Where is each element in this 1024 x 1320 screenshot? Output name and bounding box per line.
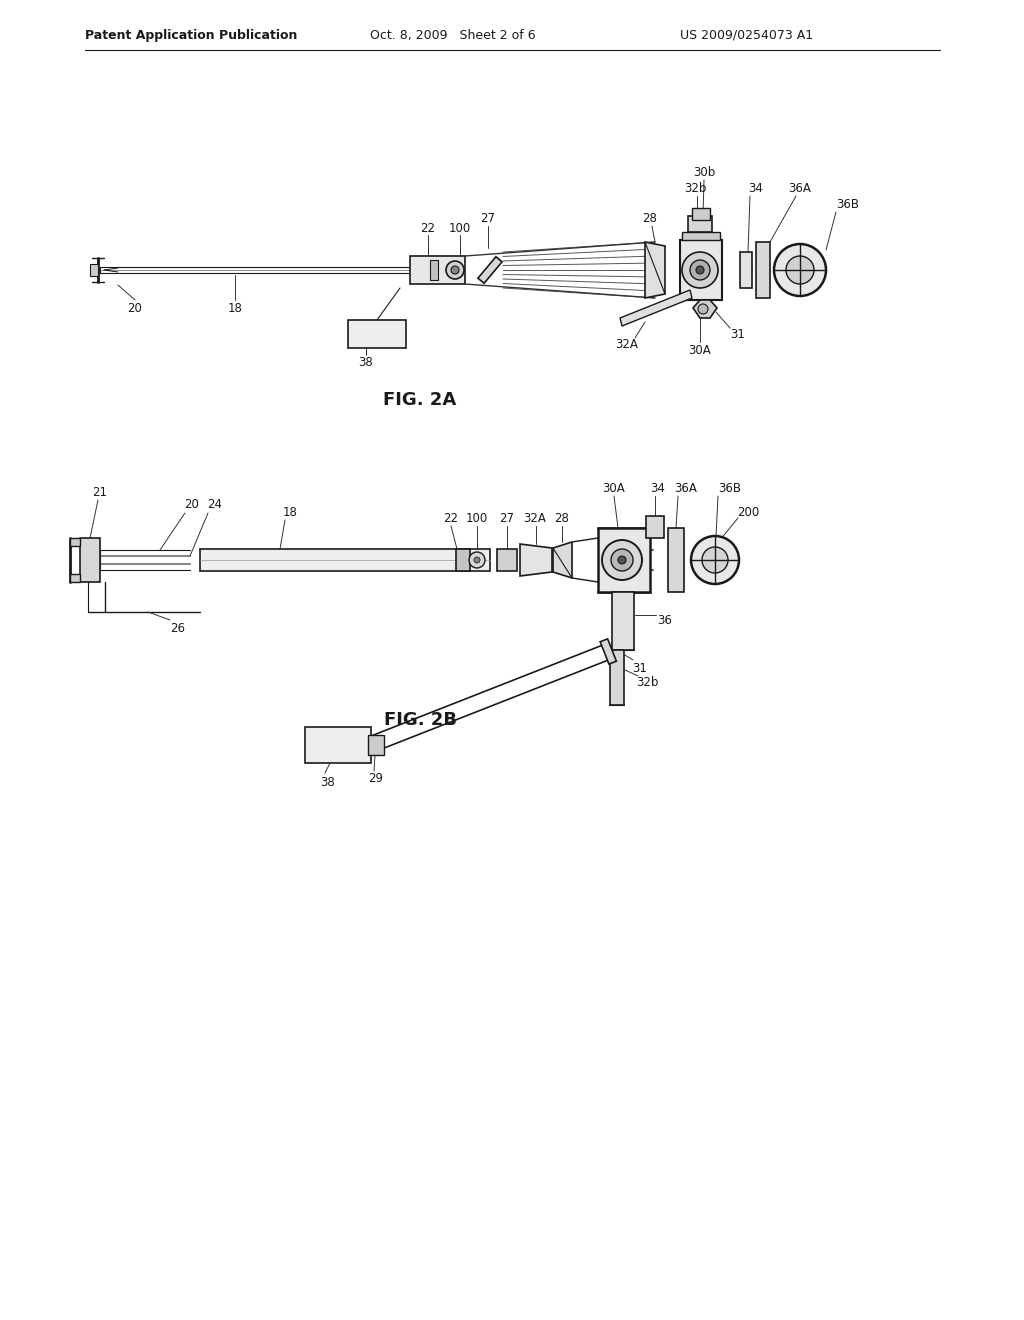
Bar	[756, 242, 770, 298]
Text: 28: 28	[643, 211, 657, 224]
Text: 18: 18	[283, 506, 297, 519]
Circle shape	[446, 261, 464, 279]
Text: 21: 21	[92, 486, 108, 499]
Circle shape	[786, 256, 814, 284]
Bar	[598, 528, 650, 591]
Bar	[305, 727, 371, 763]
Text: 26: 26	[171, 622, 185, 635]
Bar	[368, 735, 384, 755]
Bar	[410, 256, 465, 284]
Text: 20: 20	[184, 499, 200, 511]
Text: 32b: 32b	[636, 676, 658, 689]
Circle shape	[696, 267, 705, 275]
Bar	[610, 649, 624, 705]
Bar	[740, 252, 752, 288]
Text: 100: 100	[466, 511, 488, 524]
Polygon shape	[600, 639, 616, 664]
Text: 200: 200	[737, 506, 759, 519]
Bar	[70, 539, 80, 546]
Bar	[348, 319, 406, 348]
Bar	[688, 216, 712, 232]
Text: 32A: 32A	[615, 338, 638, 351]
Text: 27: 27	[500, 511, 514, 524]
Text: 36: 36	[657, 614, 673, 627]
Text: 30A: 30A	[688, 343, 712, 356]
Circle shape	[774, 244, 826, 296]
Bar	[612, 591, 634, 649]
Bar	[692, 209, 710, 220]
Polygon shape	[478, 256, 502, 284]
Text: FIG. 2A: FIG. 2A	[383, 391, 457, 409]
Bar	[90, 264, 98, 276]
Text: 20: 20	[128, 301, 142, 314]
Bar	[668, 528, 684, 591]
Text: 100: 100	[449, 222, 471, 235]
Bar	[80, 539, 100, 582]
Text: 31: 31	[633, 661, 647, 675]
Circle shape	[682, 252, 718, 288]
Polygon shape	[620, 290, 692, 326]
Text: 22: 22	[421, 222, 435, 235]
Text: 22: 22	[443, 511, 459, 524]
Polygon shape	[553, 543, 572, 578]
Circle shape	[702, 546, 728, 573]
Circle shape	[691, 536, 739, 583]
Bar	[430, 260, 438, 280]
Text: 36B: 36B	[837, 198, 859, 211]
Text: 34: 34	[650, 482, 666, 495]
Polygon shape	[520, 544, 552, 576]
Bar	[200, 549, 490, 572]
Polygon shape	[693, 300, 717, 318]
Text: Patent Application Publication: Patent Application Publication	[85, 29, 297, 41]
Circle shape	[451, 267, 459, 275]
Circle shape	[469, 552, 485, 568]
Bar	[680, 240, 722, 300]
Text: 36B: 36B	[719, 482, 741, 495]
Text: 36A: 36A	[788, 181, 811, 194]
Circle shape	[611, 549, 633, 572]
Bar	[70, 574, 80, 582]
Bar	[456, 549, 470, 572]
Polygon shape	[645, 242, 665, 298]
Bar	[646, 516, 664, 539]
Text: 24: 24	[208, 499, 222, 511]
Text: 28: 28	[555, 511, 569, 524]
Text: 38: 38	[358, 355, 374, 368]
Circle shape	[474, 557, 480, 564]
Bar	[682, 232, 720, 240]
Text: 34: 34	[749, 181, 764, 194]
Text: 38: 38	[321, 776, 336, 789]
Text: FIG. 2B: FIG. 2B	[384, 711, 457, 729]
Text: 27: 27	[480, 211, 496, 224]
Circle shape	[698, 304, 708, 314]
Text: 18: 18	[227, 301, 243, 314]
Circle shape	[602, 540, 642, 579]
Text: 30A: 30A	[603, 482, 626, 495]
Circle shape	[690, 260, 710, 280]
Text: 30b: 30b	[693, 165, 715, 178]
Text: 32A: 32A	[523, 511, 547, 524]
Text: 32b: 32b	[684, 181, 707, 194]
Text: Oct. 8, 2009   Sheet 2 of 6: Oct. 8, 2009 Sheet 2 of 6	[370, 29, 536, 41]
Text: US 2009/0254073 A1: US 2009/0254073 A1	[680, 29, 813, 41]
Circle shape	[618, 556, 626, 564]
Text: 31: 31	[730, 329, 745, 342]
Text: 36A: 36A	[675, 482, 697, 495]
Bar	[497, 549, 517, 572]
Text: 29: 29	[369, 772, 384, 785]
